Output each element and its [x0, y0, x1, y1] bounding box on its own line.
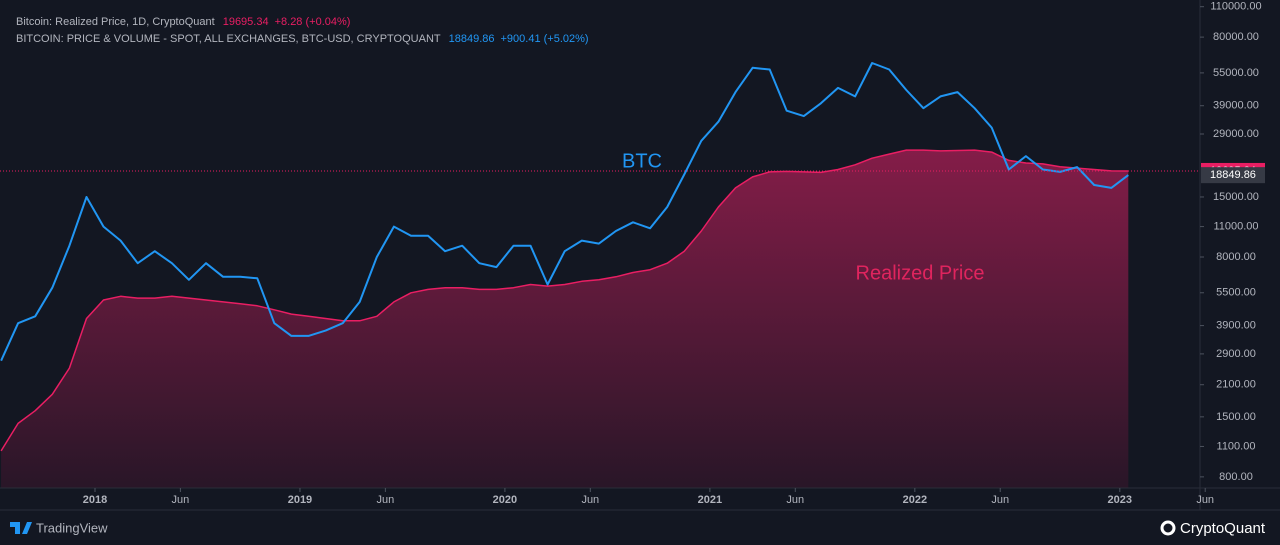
y-tick-label: 39000.00	[1213, 100, 1259, 112]
y-tick-label: 29000.00	[1213, 128, 1259, 140]
y-tick-label: 5500.00	[1216, 287, 1256, 299]
x-tick-label: Jun	[172, 494, 190, 506]
legend-value: 19695.34	[223, 16, 269, 28]
cryptoquant-logo	[1160, 520, 1176, 536]
annotation: Realized Price	[856, 262, 985, 284]
y-tick-label: 11000.00	[1213, 220, 1258, 232]
annotation: BTC	[622, 150, 662, 172]
y-tick-label: 15000.00	[1213, 191, 1259, 203]
y-tick-label: 800.00	[1219, 471, 1253, 483]
y-tick-label: 2100.00	[1216, 379, 1256, 391]
series-line	[0, 62, 1129, 362]
series-line	[0, 149, 1129, 452]
plot	[0, 62, 1200, 488]
x-tick-label: 2022	[903, 494, 927, 506]
last-value-box	[1201, 167, 1265, 184]
tradingview-logo	[10, 522, 32, 534]
footer: TradingView CryptoQuant	[10, 520, 1266, 537]
x-tick-label: 2020	[493, 494, 517, 506]
legend-title: Bitcoin: Realized Price, 1D, CryptoQuant	[16, 16, 215, 28]
legend-change: +8.28 (+0.04%)	[275, 16, 351, 28]
footer-left: TradingView	[36, 520, 108, 535]
x-tick-label: 2023	[1108, 494, 1132, 506]
legend-value: 18849.86	[449, 33, 495, 45]
y-tick-label: 110000.00	[1210, 1, 1261, 13]
x-tick-label: Jun	[786, 494, 804, 506]
x-tick-label: 2019	[288, 494, 312, 506]
last-value-label: 18849.86	[1210, 169, 1256, 181]
y-tick-label: 2900.00	[1216, 348, 1256, 360]
y-tick-label: 3900.00	[1216, 320, 1256, 332]
legend-change: +900.41 (+5.02%)	[501, 33, 589, 45]
legend-title: BITCOIN: PRICE & VOLUME - SPOT, ALL EXCH…	[16, 33, 441, 45]
series-area	[1, 150, 1129, 488]
x-tick-label: 2021	[698, 494, 722, 506]
footer-right: CryptoQuant	[1180, 520, 1266, 537]
x-tick-label: Jun	[581, 494, 599, 506]
y-tick-label: 80000.00	[1213, 31, 1259, 43]
x-tick-label: 2018	[83, 494, 107, 506]
y-tick-label: 55000.00	[1213, 67, 1259, 79]
y-tick-label: 8000.00	[1216, 251, 1256, 263]
x-tick-label: Jun	[376, 494, 394, 506]
x-tick-label: Jun	[991, 494, 1009, 506]
y-tick-label: 1500.00	[1216, 411, 1256, 423]
legend: Bitcoin: Realized Price, 1D, CryptoQuant…	[16, 16, 589, 45]
y-tick-label: 1100.00	[1217, 440, 1256, 452]
x-tick-label: Jun	[1196, 494, 1214, 506]
